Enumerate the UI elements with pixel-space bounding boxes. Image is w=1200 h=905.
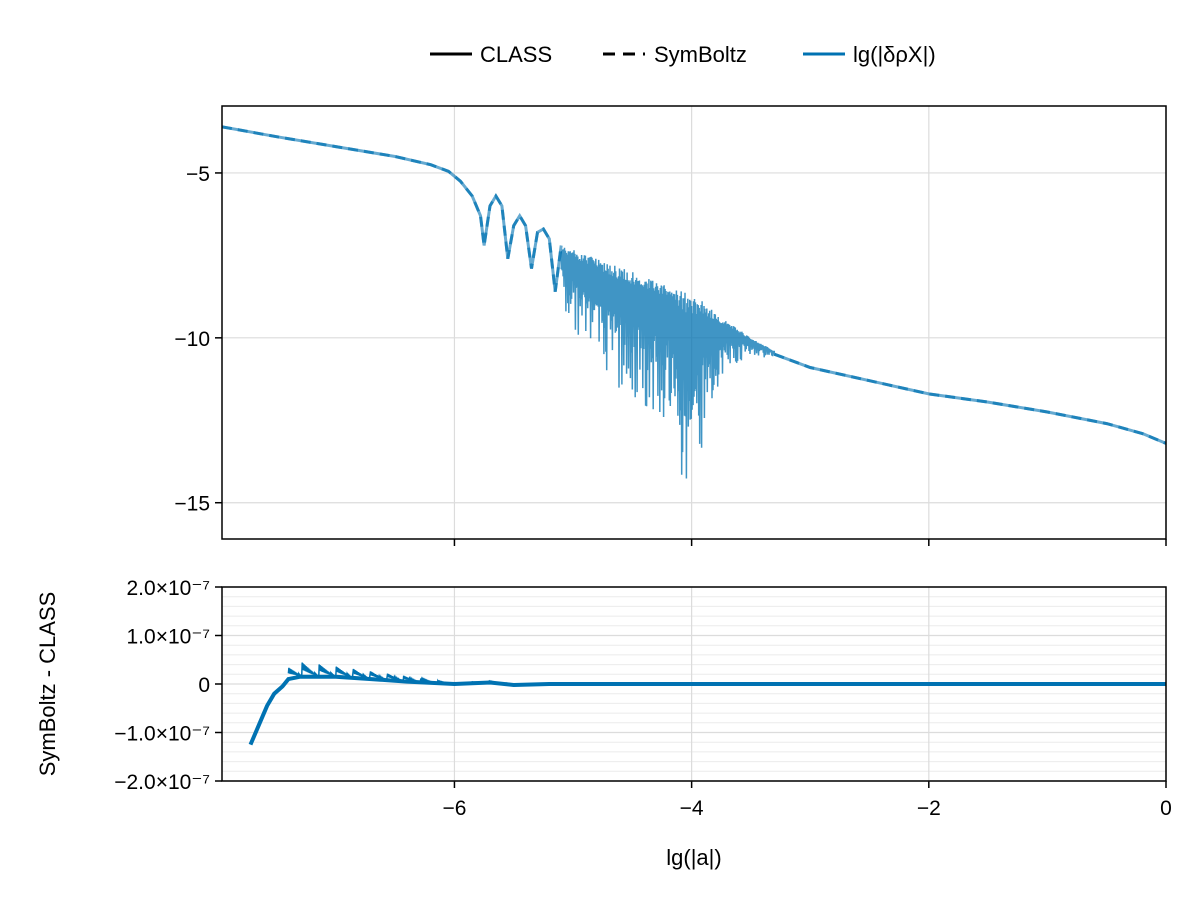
legend-label-drho: lg(|δρX|) bbox=[853, 42, 936, 67]
y-tick-label: −5 bbox=[186, 163, 210, 186]
x-tick-label: −6 bbox=[442, 797, 466, 820]
difference-noise bbox=[287, 662, 515, 686]
top-axes: −5 −10 −15 bbox=[174, 105, 1167, 546]
legend: CLASS SymBoltz lg(|δρX|) bbox=[430, 42, 936, 67]
x-axis-label: lg(|a|) bbox=[666, 845, 721, 870]
y-tick-label: −15 bbox=[174, 493, 210, 516]
axes-frame bbox=[221, 586, 1167, 782]
y-tick-label: 1.0×10⁻⁷ bbox=[127, 626, 211, 649]
y-tick-label: −10 bbox=[174, 328, 210, 351]
y-tick-label: 0 bbox=[198, 674, 210, 697]
data-layer bbox=[248, 662, 1166, 746]
class-line bbox=[222, 125, 563, 292]
symboltz-line bbox=[222, 125, 563, 292]
y-tick-label: −1.0×10⁻⁷ bbox=[114, 723, 210, 746]
noisy-band-line bbox=[560, 247, 776, 479]
symboltz-line bbox=[774, 352, 1166, 445]
legend-label-symboltz: SymBoltz bbox=[654, 42, 747, 67]
legend-label-class: CLASS bbox=[480, 42, 552, 67]
x-tick-label: −2 bbox=[917, 797, 941, 820]
difference-line bbox=[248, 674, 1166, 746]
y-tick-label: 2.0×10⁻⁷ bbox=[127, 577, 211, 600]
x-tick-label: −4 bbox=[680, 797, 704, 820]
x-tick-label: 0 bbox=[1160, 797, 1172, 820]
class-line bbox=[774, 352, 1166, 445]
y-axis-label: SymBoltz - CLASS bbox=[35, 592, 60, 777]
data-layer bbox=[222, 125, 1166, 479]
axes-frame bbox=[221, 105, 1167, 540]
bottom-axes: 2.0×10⁻⁷ 1.0×10⁻⁷ 0 −1.0×10⁻⁷ −2.0×10⁻⁷ −6 −4 −… bbox=[114, 577, 1172, 820]
y-tick-label: −2.0×10⁻⁷ bbox=[114, 771, 210, 794]
